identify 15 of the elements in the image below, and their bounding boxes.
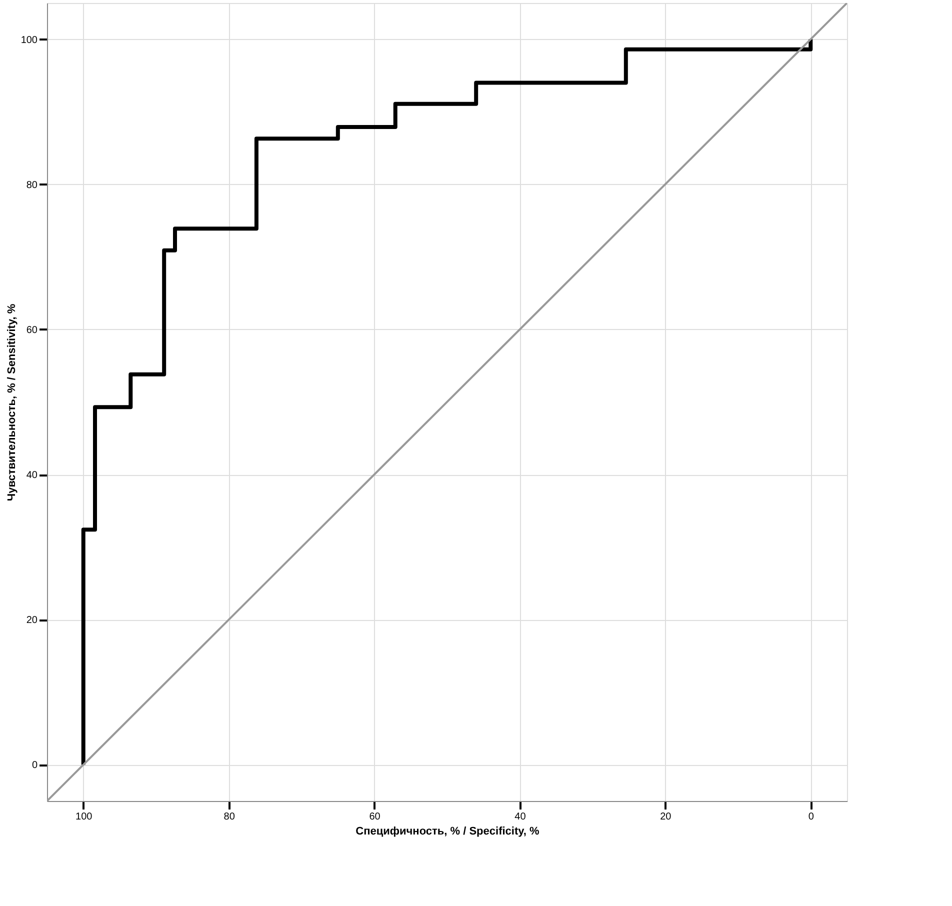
y-tick-label: 0 [32,760,38,772]
x-tick-label: 60 [369,812,381,822]
x-tick-label: 80 [224,812,236,822]
y-tick-label: 60 [26,324,38,336]
x-tick-label: 100 [76,812,93,822]
y-tick-label: 80 [26,180,38,191]
y-tick-label: 100 [20,34,38,46]
line-series [81,37,813,767]
y-axis-title: Чувствительность, % / Sensitivity, % [6,304,18,502]
x-axis-title: Специфичность, % / Specificity, % [356,826,540,838]
y-tick-label: 20 [26,615,38,626]
y-tick-label: 40 [26,470,38,482]
x-tick-label: 40 [514,812,526,822]
x-tick-label: 20 [660,812,672,822]
x-tick-label: 0 [808,812,814,822]
